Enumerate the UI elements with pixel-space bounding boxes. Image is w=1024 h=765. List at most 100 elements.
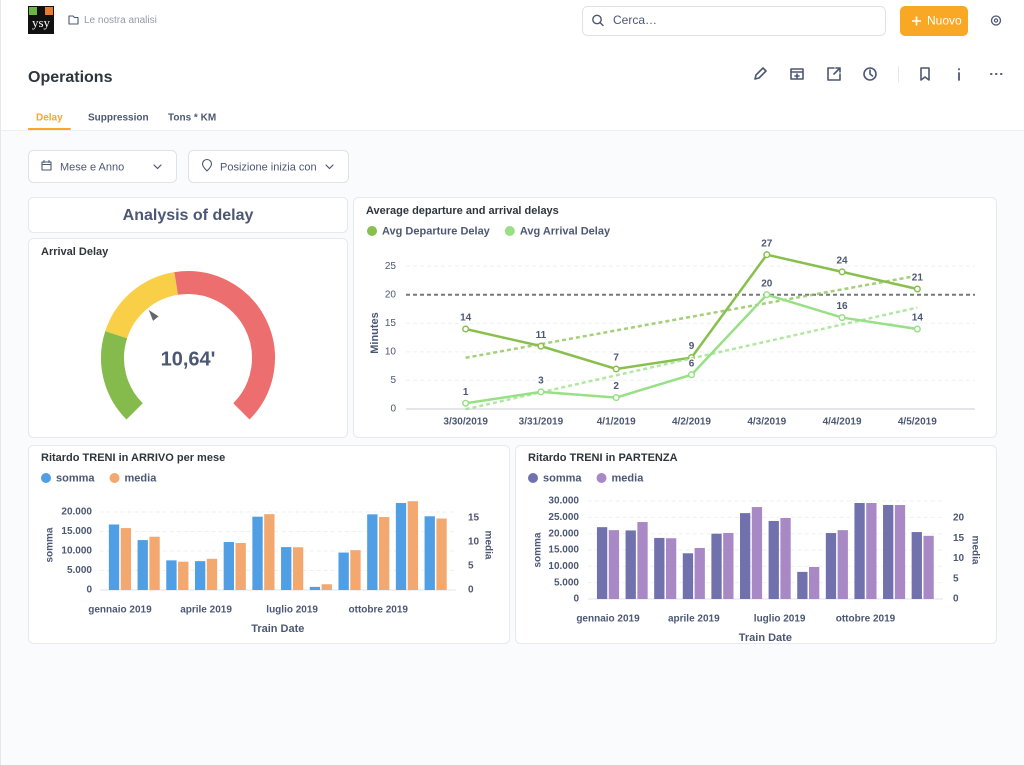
bar[interactable] bbox=[694, 547, 705, 599]
bar[interactable] bbox=[768, 520, 779, 599]
y-tick-label: 15.000 bbox=[61, 526, 92, 537]
bar[interactable] bbox=[407, 501, 419, 590]
chart-title: Ritardo TRENI in ARRIVO per mese bbox=[41, 452, 225, 464]
bar[interactable] bbox=[608, 530, 620, 599]
share-icon[interactable] bbox=[827, 67, 841, 81]
legend-label: Avg Departure Delay bbox=[382, 225, 491, 237]
bar[interactable] bbox=[206, 558, 218, 590]
bar[interactable] bbox=[866, 503, 877, 599]
bookmark-icon[interactable] bbox=[920, 67, 930, 81]
bar[interactable] bbox=[395, 503, 407, 590]
tab[interactable]: Tons * KM bbox=[168, 113, 216, 124]
bar[interactable] bbox=[854, 502, 865, 599]
bar[interactable] bbox=[637, 522, 648, 599]
bar[interactable] bbox=[797, 571, 808, 599]
tab[interactable]: Delay bbox=[36, 113, 63, 124]
bar[interactable] bbox=[178, 561, 189, 590]
bar[interactable] bbox=[264, 514, 275, 590]
bar[interactable] bbox=[837, 530, 848, 599]
data-label: 21 bbox=[912, 273, 924, 284]
settings-icon[interactable] bbox=[990, 15, 1002, 26]
x-tick-label: gennaio 2019 bbox=[88, 605, 152, 616]
bar[interactable] bbox=[321, 584, 332, 590]
card bbox=[28, 238, 348, 438]
settings-icon bbox=[993, 18, 999, 23]
bar[interactable] bbox=[739, 513, 751, 599]
bar[interactable] bbox=[911, 532, 922, 599]
x-tick-label: 3/31/2019 bbox=[519, 417, 564, 428]
bar[interactable] bbox=[350, 550, 361, 590]
legend-label: somma bbox=[543, 472, 582, 484]
bar[interactable] bbox=[367, 514, 378, 590]
bar[interactable] bbox=[654, 537, 665, 599]
data-label: 24 bbox=[837, 255, 849, 266]
bar[interactable] bbox=[194, 561, 206, 590]
data-label: 20 bbox=[761, 278, 773, 289]
section-title: Analysis of delay bbox=[123, 207, 254, 224]
bar[interactable] bbox=[682, 553, 694, 599]
new-button[interactable] bbox=[900, 6, 968, 36]
data-point bbox=[838, 268, 846, 276]
bar[interactable] bbox=[424, 516, 435, 590]
data-point bbox=[838, 314, 846, 322]
history-icon[interactable] bbox=[863, 67, 877, 81]
bar[interactable] bbox=[825, 533, 837, 599]
bar[interactable] bbox=[108, 524, 120, 590]
tab[interactable]: Suppression bbox=[88, 113, 149, 124]
edit-icon[interactable] bbox=[754, 67, 767, 80]
bar[interactable] bbox=[780, 517, 791, 599]
y2-tick-label: 0 bbox=[953, 594, 959, 605]
bar[interactable] bbox=[281, 547, 292, 590]
y2-tick-label: 20 bbox=[953, 513, 965, 524]
bar[interactable] bbox=[883, 504, 894, 599]
bar[interactable] bbox=[137, 540, 148, 590]
tabs: Delay Suppression Tons * KM bbox=[28, 113, 216, 130]
bar[interactable] bbox=[894, 505, 906, 599]
x-axis-title: Train Date bbox=[251, 623, 304, 635]
legend-swatch bbox=[528, 473, 538, 483]
bar[interactable] bbox=[436, 518, 447, 590]
y-axis-title: somma bbox=[45, 527, 56, 562]
bar[interactable] bbox=[711, 533, 722, 599]
bar[interactable] bbox=[292, 547, 304, 590]
data-label: 14 bbox=[912, 313, 924, 324]
bar[interactable] bbox=[751, 507, 763, 599]
bar[interactable] bbox=[223, 542, 234, 590]
filter-button[interactable] bbox=[188, 150, 349, 183]
bar[interactable] bbox=[166, 560, 177, 590]
gauge-pointer bbox=[148, 309, 159, 321]
bar[interactable] bbox=[252, 516, 263, 590]
bar[interactable] bbox=[338, 552, 349, 590]
x-tick-label: ottobre 2019 bbox=[349, 605, 409, 616]
bar[interactable] bbox=[149, 536, 160, 590]
y-tick-label: 25.000 bbox=[548, 512, 579, 523]
bar[interactable] bbox=[923, 535, 934, 599]
legend-label: somma bbox=[56, 472, 95, 484]
breadcrumb[interactable]: Le nostra analisi bbox=[84, 15, 157, 26]
bar[interactable] bbox=[723, 532, 734, 599]
y-tick-label: 30.000 bbox=[548, 496, 579, 507]
chart-title: Ritardo TRENI in PARTENZA bbox=[528, 452, 678, 464]
subscribe-icon[interactable] bbox=[790, 68, 804, 80]
bar[interactable] bbox=[309, 586, 321, 590]
filter-button[interactable] bbox=[28, 150, 177, 183]
data-point bbox=[913, 325, 921, 333]
x-tick-label: 3/30/2019 bbox=[443, 417, 488, 428]
bar[interactable] bbox=[120, 528, 132, 590]
bar[interactable] bbox=[665, 538, 677, 599]
bar[interactable] bbox=[235, 542, 246, 590]
x-axis-title: Train Date bbox=[739, 632, 792, 644]
y-tick-label: 5 bbox=[390, 375, 396, 386]
y2-tick-label: 15 bbox=[953, 533, 965, 544]
bar[interactable] bbox=[809, 567, 820, 599]
chevron-icon bbox=[325, 164, 334, 170]
bar[interactable] bbox=[596, 527, 608, 599]
bar[interactable] bbox=[379, 517, 390, 590]
y-tick-label: 10.000 bbox=[548, 561, 579, 572]
search-box[interactable] bbox=[582, 6, 886, 36]
data-label: 11 bbox=[536, 330, 547, 341]
bar[interactable] bbox=[625, 530, 636, 599]
search-icon bbox=[592, 14, 602, 25]
chevron-icon bbox=[153, 164, 162, 170]
data-label: 14 bbox=[460, 313, 472, 324]
